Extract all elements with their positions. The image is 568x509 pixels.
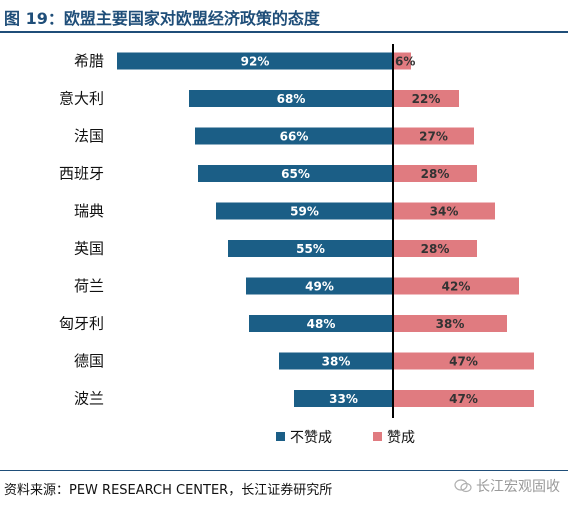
bar-disapprove <box>198 165 393 182</box>
bar-disapprove <box>294 390 393 407</box>
data-label-disapprove: 68% <box>277 92 306 106</box>
bar-disapprove <box>246 277 393 295</box>
bar-disapprove <box>189 90 393 107</box>
category-label: 法国 <box>74 127 104 145</box>
bar-disapprove <box>195 127 393 145</box>
data-label-approve: 27% <box>419 130 448 144</box>
data-label-disapprove: 59% <box>290 205 319 219</box>
category-label: 西班牙 <box>59 165 104 183</box>
bar-approve <box>393 390 534 407</box>
bar-approve <box>393 240 477 257</box>
category-label: 希腊 <box>74 52 104 70</box>
data-label-approve: 28% <box>421 242 450 256</box>
data-label-disapprove: 49% <box>305 280 334 294</box>
bar-disapprove <box>117 52 393 70</box>
bar-approve <box>393 52 411 70</box>
bar-approve <box>393 165 477 182</box>
data-label-disapprove: 33% <box>329 392 358 406</box>
legend-swatch-disapprove <box>276 432 285 441</box>
chart-title: 图 19：欧盟主要国家对欧盟经济政策的态度 <box>4 9 320 28</box>
watermark-text: 长江宏观固收 <box>476 479 560 495</box>
title-divider <box>0 31 568 33</box>
legend-label-approve: 赞成 <box>387 430 415 446</box>
bar-approve <box>393 277 519 295</box>
category-label: 匈牙利 <box>59 315 104 333</box>
category-label: 德国 <box>74 352 104 370</box>
data-label-disapprove: 55% <box>296 242 325 256</box>
bar-approve <box>393 315 507 332</box>
data-label-approve: 28% <box>421 167 450 181</box>
bar-disapprove <box>228 240 393 257</box>
data-label-disapprove: 48% <box>307 317 336 331</box>
bar-disapprove <box>279 352 393 370</box>
source-note: 资料来源：PEW RESEARCH CENTER，长江证券研究所 <box>4 483 333 498</box>
category-label: 荷兰 <box>74 277 104 295</box>
data-label-approve: 34% <box>430 205 459 219</box>
category-label: 意大利 <box>59 90 104 108</box>
bar-approve <box>393 127 474 145</box>
bar-approve <box>393 90 459 107</box>
data-label-approve: 6% <box>395 55 415 69</box>
legend-swatch-approve <box>373 432 382 441</box>
data-label-approve: 47% <box>449 355 478 369</box>
bar-disapprove <box>249 315 393 332</box>
data-label-disapprove: 66% <box>280 130 309 144</box>
data-label-approve: 22% <box>412 92 441 106</box>
watermark: 长江宏观固收 <box>454 476 560 496</box>
data-label-approve: 38% <box>436 317 465 331</box>
wechat-icon <box>454 479 472 493</box>
category-label: 瑞典 <box>74 202 104 220</box>
data-label-disapprove: 92% <box>241 55 270 69</box>
data-label-approve: 47% <box>449 392 478 406</box>
data-label-disapprove: 65% <box>281 167 310 181</box>
footer-divider <box>0 470 568 471</box>
bar-disapprove <box>216 202 393 220</box>
category-label: 波兰 <box>74 390 104 408</box>
data-label-disapprove: 38% <box>322 355 351 369</box>
data-label-approve: 42% <box>442 280 471 294</box>
bar-approve <box>393 202 495 220</box>
bar-approve <box>393 352 534 370</box>
category-label: 英国 <box>74 240 104 258</box>
legend-label-disapprove: 不赞成 <box>290 430 332 446</box>
